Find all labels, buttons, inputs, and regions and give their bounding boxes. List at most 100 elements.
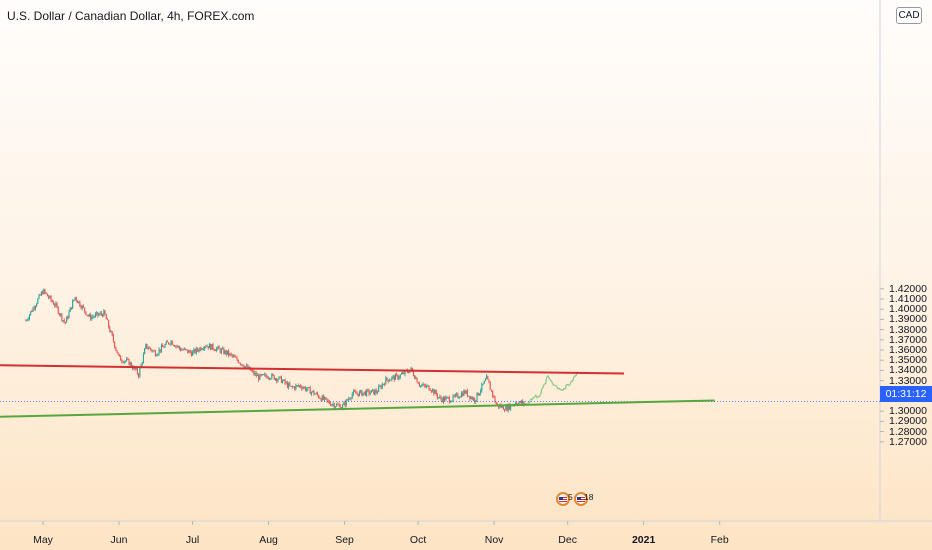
candle-body <box>510 404 512 410</box>
candle-body <box>438 397 440 399</box>
candle-body <box>415 377 417 379</box>
candle-body <box>482 383 484 385</box>
candle-body <box>58 313 60 315</box>
candle-body <box>339 405 341 410</box>
time-tick-label: Oct <box>409 534 427 546</box>
candle-body <box>38 294 40 299</box>
candle-body <box>159 349 161 352</box>
candle-body <box>344 402 346 406</box>
candle-body <box>126 358 128 361</box>
candle-body <box>505 405 507 411</box>
candle-body <box>273 375 275 380</box>
candle-body <box>92 316 94 318</box>
candle-body <box>247 365 249 369</box>
candle-body <box>49 296 51 298</box>
projection-path <box>525 371 579 407</box>
currency-badge[interactable]: CAD <box>896 7 922 24</box>
candle-body <box>493 395 495 397</box>
candle-body <box>322 395 324 400</box>
candle-body <box>34 306 36 309</box>
candle-body <box>52 301 54 305</box>
candle-body <box>90 314 92 320</box>
candle-body <box>144 348 146 355</box>
candle-body <box>207 346 209 349</box>
candle-body <box>37 298 39 304</box>
candle-body <box>373 389 375 395</box>
candle-body <box>414 375 416 379</box>
candle-body <box>307 387 309 390</box>
candle-body <box>424 385 426 387</box>
candle-body <box>109 327 111 332</box>
candle-body <box>444 397 446 401</box>
candle-body <box>103 310 105 317</box>
candle-body <box>104 310 106 315</box>
candle-body <box>160 345 162 352</box>
candle-body <box>304 387 306 391</box>
candle-body <box>79 301 81 307</box>
candle-body <box>429 390 431 391</box>
time-tick-label: Nov <box>484 534 504 546</box>
candle-body <box>379 386 381 387</box>
candle-body <box>180 348 182 351</box>
candle-body <box>345 399 347 406</box>
candle-body <box>50 296 52 301</box>
candle-body <box>182 349 184 351</box>
candle-body <box>470 397 472 399</box>
candle-body <box>451 400 453 402</box>
candle-body <box>303 387 305 388</box>
us-flag-event-icon[interactable] <box>574 492 588 506</box>
candle-body <box>162 345 164 347</box>
candle-body <box>129 362 131 366</box>
candle-body <box>375 390 377 393</box>
price-tick-label: 1.30000 <box>889 405 927 418</box>
candle-body <box>45 292 47 294</box>
candle-body <box>369 392 371 394</box>
candle-body <box>190 352 192 356</box>
price-tick-label: 1.35000 <box>889 354 927 367</box>
candle-body <box>202 348 204 350</box>
candle-body <box>256 375 258 377</box>
candle-body <box>283 379 285 381</box>
candle-body <box>356 393 358 395</box>
candle-body <box>290 386 292 387</box>
candle-body <box>484 379 486 381</box>
candle-body <box>411 367 413 372</box>
candle-body <box>36 303 38 307</box>
candle-body <box>57 306 59 314</box>
candle-body <box>454 394 456 397</box>
candle-body <box>43 289 45 295</box>
candle-body <box>39 294 41 296</box>
candle-body <box>211 344 213 350</box>
candle-body <box>169 343 171 345</box>
candle-body <box>466 390 468 397</box>
us-flag-event-icon[interactable] <box>556 492 570 506</box>
candle-body <box>265 374 267 377</box>
candle-body <box>312 390 314 392</box>
candle-body <box>301 387 303 389</box>
candle-body <box>183 348 185 350</box>
candle-body <box>76 300 78 303</box>
candle-body <box>300 385 302 388</box>
candle-body <box>337 404 339 406</box>
candle-body <box>404 370 406 375</box>
candle-body <box>366 389 368 396</box>
candle-body <box>94 313 96 317</box>
candle-body <box>428 385 430 391</box>
candle-body <box>136 368 138 375</box>
candle-body <box>222 348 224 350</box>
candle-body <box>218 346 220 349</box>
candle-body <box>483 380 485 384</box>
candle-body <box>151 349 153 352</box>
candle-body <box>231 354 233 357</box>
candle-body <box>235 357 237 358</box>
candle-body <box>325 397 327 399</box>
candle-body <box>158 349 160 354</box>
candle-body <box>433 389 435 394</box>
candle-body <box>60 313 62 315</box>
candle-body <box>99 312 101 315</box>
candle-body <box>115 347 117 351</box>
candle-body <box>471 397 473 400</box>
candle-body <box>74 297 76 300</box>
